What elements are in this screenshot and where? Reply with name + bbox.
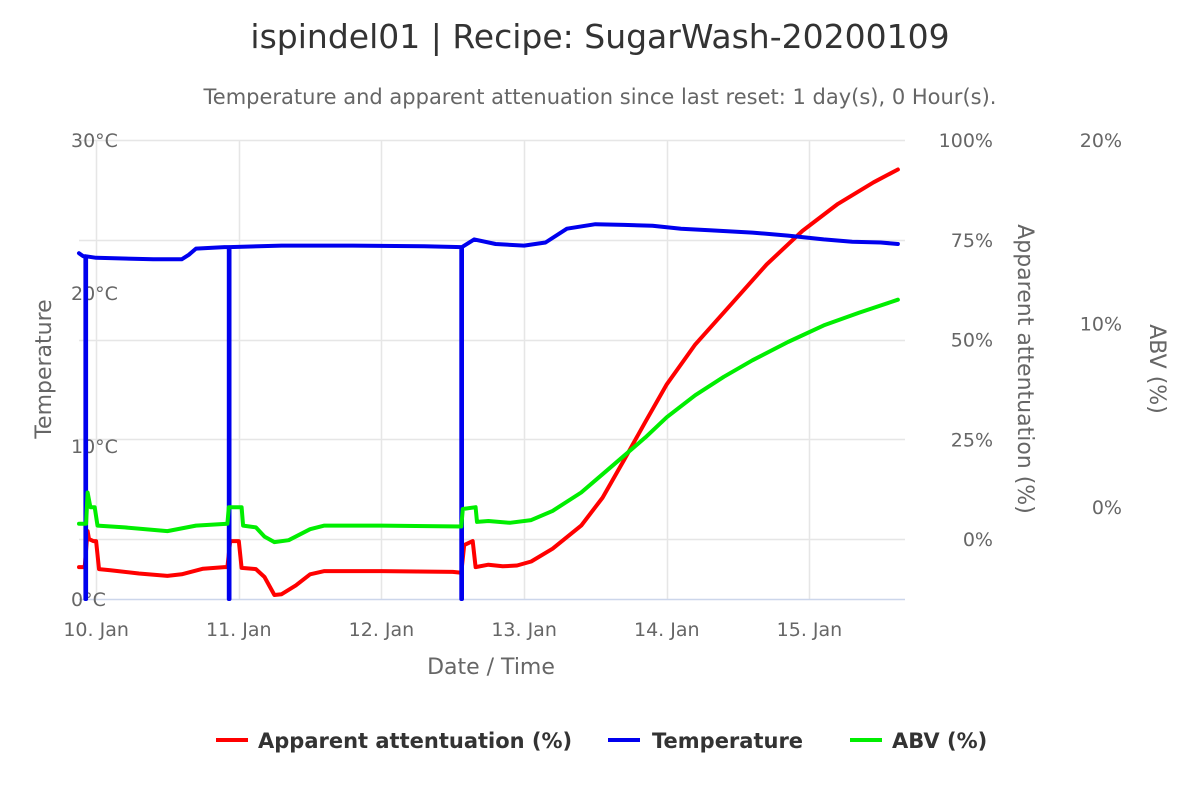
legend-label-abv: ABV (%): [892, 729, 987, 753]
attenuation-tick-label-1: 25%: [951, 429, 993, 451]
series-line-apparent-attentuation[interactable]: [77, 167, 900, 597]
x-tick-label-1: 11. Jan: [206, 619, 272, 641]
attenuation-axis-title: Apparent attentuation (%): [1012, 224, 1037, 514]
legend-label-temperature: Temperature: [652, 729, 803, 753]
x-tick-label-3: 13. Jan: [491, 619, 557, 641]
temperature-axis-title: Temperature: [32, 299, 57, 439]
legend-item-attenuation[interactable]: Apparent attentuation (%): [216, 729, 572, 753]
x-tick-label-4: 14. Jan: [634, 619, 700, 641]
abv-axis-ticks: 0% 10% 20%: [1080, 130, 1122, 519]
attenuation-tick-label-4: 100%: [939, 130, 993, 152]
attenuation-tick-label-3: 75%: [951, 230, 993, 252]
temperature-tick-label-1: 10°C: [71, 436, 118, 458]
chart-subtitle: Temperature and apparent attenuation sin…: [203, 85, 997, 109]
abv-axis-title: ABV (%): [1144, 324, 1169, 414]
legend-item-abv[interactable]: ABV (%): [850, 729, 987, 753]
temperature-tick-label-0: 0°C: [71, 589, 106, 611]
x-axis-title: Date / Time: [427, 655, 555, 680]
abv-tick-label-2: 20%: [1080, 130, 1122, 152]
temperature-axis-ticks: 0°C 10°C 20°C 30°C: [71, 130, 118, 611]
legend: Apparent attentuation (%) Temperature AB…: [216, 729, 987, 753]
legend-item-temperature[interactable]: Temperature: [608, 729, 803, 753]
temperature-tick-label-3: 30°C: [71, 130, 118, 152]
x-tick-label-5: 15. Jan: [777, 619, 843, 641]
series-lines: [77, 167, 900, 601]
legend-label-attenuation: Apparent attentuation (%): [258, 729, 572, 753]
series-line-temperature[interactable]: [77, 222, 900, 601]
x-tick-label-2: 12. Jan: [349, 619, 415, 641]
gridlines: [79, 139, 905, 599]
series-line-abv[interactable]: [77, 297, 900, 545]
abv-tick-label-1: 10%: [1080, 314, 1122, 336]
x-axis-ticks: 10. Jan 11. Jan 12. Jan 13. Jan 14. Jan 15. J…: [63, 619, 842, 641]
chart-title: ispindel01 | Recipe: SugarWash-20200109: [250, 17, 949, 56]
attenuation-tick-label-2: 50%: [951, 330, 993, 352]
temperature-tick-label-2: 20°C: [71, 283, 118, 305]
attenuation-tick-label-0: 0%: [963, 529, 993, 551]
abv-tick-label-0: 0%: [1092, 497, 1122, 519]
attenuation-axis-ticks: 0% 25% 50% 75% 100%: [939, 130, 993, 551]
x-tick-label-0: 10. Jan: [63, 619, 129, 641]
